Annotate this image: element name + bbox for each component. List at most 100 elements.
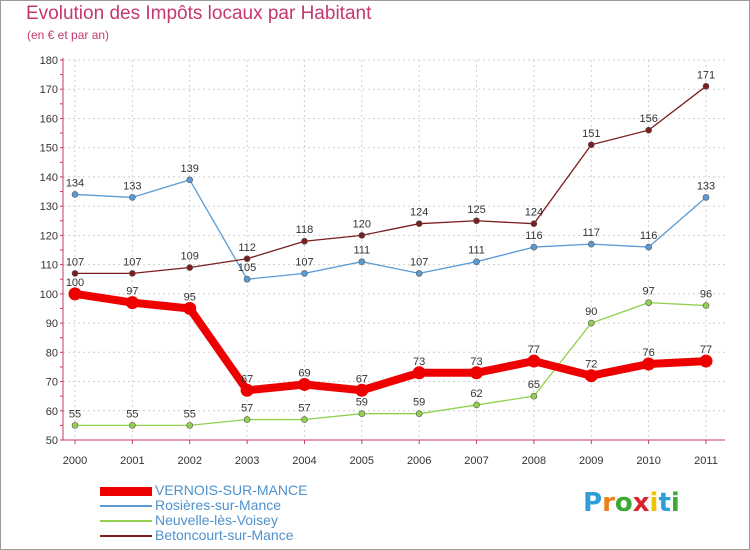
data-label: 57 (241, 403, 253, 415)
data-point (473, 217, 480, 225)
x-tick-label: 2006 (407, 455, 431, 467)
y-tick-label: 90 (46, 318, 58, 330)
logo-letter: o (614, 488, 633, 518)
data-label: 100 (66, 277, 84, 289)
data-point (702, 194, 710, 201)
logo-letter: i (670, 488, 680, 518)
y-tick-label: 140 (40, 172, 58, 184)
data-label: 73 (413, 356, 425, 368)
data-label: 55 (126, 408, 138, 420)
legend-entry: Betoncourt-sur-Mance (100, 528, 400, 543)
data-label: 124 (410, 207, 428, 219)
data-label: 67 (356, 373, 368, 385)
x-tick-label: 2004 (292, 455, 316, 467)
data-point (358, 410, 366, 417)
y-tick-label: 130 (40, 201, 58, 213)
data-point (183, 301, 197, 315)
legend: VERNOIS-SUR-MANCE Rosières-sur-Mance Neuve… (100, 483, 400, 543)
data-point (530, 220, 538, 227)
data-label: 116 (640, 230, 658, 242)
data-label: 139 (181, 163, 199, 175)
series-line-2 (74, 301, 707, 427)
data-label: 72 (585, 359, 597, 371)
chart-subtitle: (en € et par an) (27, 28, 110, 42)
data-point (301, 416, 308, 423)
data-point (301, 270, 308, 277)
data-point (587, 240, 595, 248)
legend-entry: Rosières-sur-Mance (100, 498, 400, 513)
legend-label: Neuvelle-lès-Voisey (155, 512, 278, 528)
data-label: 116 (525, 230, 543, 242)
data-label: 96 (700, 289, 712, 301)
data-point (587, 141, 595, 149)
data-point (699, 354, 713, 368)
data-point (530, 243, 538, 251)
y-tick-label: 110 (40, 260, 58, 272)
data-point (415, 220, 423, 227)
data-point (645, 126, 652, 134)
series-line-3 (74, 85, 707, 275)
data-point (584, 369, 598, 383)
data-label: 67 (241, 373, 253, 385)
data-label: 111 (353, 245, 370, 257)
data-point (473, 401, 480, 409)
legend-entry: VERNOIS-SUR-MANCE (100, 483, 400, 498)
data-label: 57 (298, 403, 310, 415)
data-label: 97 (643, 286, 655, 298)
x-tick-label: 2008 (522, 455, 546, 467)
x-tick-label: 2003 (235, 455, 259, 467)
legend-swatch (100, 535, 152, 537)
data-label: 107 (123, 256, 141, 268)
data-label: 125 (467, 204, 485, 216)
data-point (71, 191, 79, 198)
data-point (530, 392, 538, 400)
data-point (587, 319, 595, 327)
data-point (186, 422, 194, 429)
data-point (645, 299, 652, 306)
legend-swatch (100, 505, 152, 507)
data-label: 59 (413, 397, 425, 409)
data-point (71, 270, 79, 277)
y-tick-label: 100 (40, 289, 58, 301)
data-point (129, 270, 136, 277)
logo-letter: t (658, 488, 671, 518)
x-tick-label: 2010 (636, 455, 660, 467)
y-tick-label: 150 (40, 143, 58, 155)
label-layer: 134 133 139 105 107 111 107 111 116 117 116 133 55 55… (66, 69, 715, 420)
data-label: 69 (298, 367, 310, 379)
y-tick-label: 70 (46, 377, 58, 389)
proxiti-logo: Proxiti (583, 488, 680, 518)
legend-label: VERNOIS-SUR-MANCE (155, 482, 308, 498)
data-point (297, 377, 311, 391)
data-label: 171 (697, 69, 715, 81)
data-point (702, 83, 710, 90)
data-point (129, 422, 136, 429)
data-point (186, 264, 194, 271)
data-label: 107 (410, 256, 428, 268)
x-tick-label: 2009 (579, 455, 603, 467)
data-label: 133 (697, 180, 715, 192)
series-line-0 (71, 289, 710, 395)
data-point (412, 366, 426, 380)
logo-letter: r (602, 488, 615, 518)
data-label: 133 (123, 180, 141, 192)
data-label: 112 (238, 242, 256, 254)
chart-title: Evolution des Impôts locaux par Habitant (26, 3, 372, 24)
y-tick-label: 120 (40, 230, 58, 242)
data-point (473, 258, 480, 265)
legend-swatch (100, 486, 152, 496)
data-point (68, 287, 82, 301)
data-point (470, 366, 484, 380)
logo-letter: P (583, 488, 603, 518)
series-layer (68, 83, 713, 429)
data-point (240, 383, 254, 397)
x-tick-label: 2011 (694, 455, 718, 467)
x-tick-label: 2001 (120, 455, 144, 467)
legend-label: Rosières-sur-Mance (155, 497, 282, 513)
x-tick-label: 2005 (350, 455, 374, 467)
data-point (527, 354, 541, 368)
data-point (415, 410, 423, 417)
data-label: 151 (582, 128, 600, 140)
